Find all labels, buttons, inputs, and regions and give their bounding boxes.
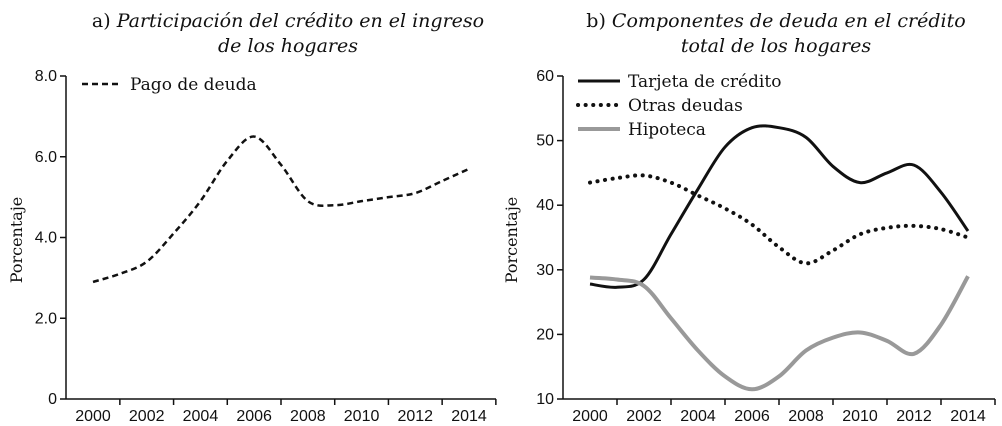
series-line-pago-de-deuda <box>92 135 470 284</box>
panel-a-y-axis-label: Porcentaje <box>7 197 26 284</box>
panel-b-y-ticks: 10 20 30 40 50 60 <box>536 68 563 408</box>
panel-a-y-tick-label: 8.0 <box>35 68 57 85</box>
series-line-otras-deudas <box>588 173 970 266</box>
panel-a-x-tick-label: 2010 <box>344 408 380 425</box>
panel-a-title-line-2: de los hogares <box>218 35 358 57</box>
panel-a-x-tick-label: 2004 <box>183 408 219 425</box>
panel-b: b) Componentes de deuda en el crédito to… <box>502 10 996 425</box>
panel-a-x-tick-label: 2002 <box>129 408 165 425</box>
panel-b-title-line-1: b) Componentes de deuda en el crédito <box>586 10 965 32</box>
panel-b-x-tick-label: 2000 <box>572 408 608 425</box>
panel-a-title-line-1: a) Participación del crédito en el ingre… <box>92 10 484 32</box>
panel-b-x-tick-label: 2012 <box>896 408 932 425</box>
legend-label-otras-deudas: Otras deudas <box>628 96 743 116</box>
panel-a-x-tick-label: 2014 <box>451 408 487 425</box>
panel-b-y-tick-label: 10 <box>536 391 554 408</box>
legend-label-pago-de-deuda: Pago de deuda <box>130 75 257 95</box>
panel-b-y-tick-label: 40 <box>536 197 554 214</box>
panel-b-x-tick-label: 2002 <box>626 408 662 425</box>
panel-b-x-ticks: 2000 2002 2004 2006 2008 2010 2012 2014 <box>572 399 996 425</box>
legend-label-hipoteca: Hipoteca <box>628 120 706 140</box>
panel-b-x-tick-label: 2010 <box>842 408 878 425</box>
panel-a-y-tick-label: 2.0 <box>35 310 57 327</box>
panel-b-series <box>588 124 970 392</box>
panel-a-y-ticks: 0 2.0 4.0 6.0 8.0 <box>35 68 66 408</box>
panel-a-legend: Pago de deuda <box>82 75 257 95</box>
panel-a-x-ticks: 2000 2002 2004 2006 2008 2010 2012 2014 <box>75 399 497 425</box>
series-line-hipoteca <box>589 275 970 392</box>
panel-b-y-tick-label: 50 <box>536 133 554 150</box>
panel-a-series <box>92 135 470 284</box>
panel-a-x-tick-label: 2008 <box>290 408 326 425</box>
panel-b-y-tick-label: 60 <box>536 68 554 85</box>
panel-b-y-tick-label: 30 <box>536 262 554 279</box>
panel-b-y-axis-label: Porcentaje <box>502 197 521 284</box>
legend-label-tarjeta-de-credito: Tarjeta de crédito <box>628 72 781 92</box>
panel-b-x-tick-label: 2014 <box>950 408 986 425</box>
panel-a-x-tick-label: 2006 <box>236 408 272 425</box>
series-line-tarjeta-de-credito <box>589 124 970 289</box>
panel-b-title-line-2: total de los hogares <box>681 35 871 57</box>
panel-b-x-tick-label: 2006 <box>734 408 770 425</box>
panel-a-y-tick-label: 4.0 <box>35 230 57 247</box>
panel-a: a) Participación del crédito en el ingre… <box>7 10 497 425</box>
panel-b-x-tick-label: 2004 <box>680 408 716 425</box>
panel-a-x-tick-label: 2012 <box>397 408 433 425</box>
panel-a-y-tick-label: 0 <box>48 391 57 408</box>
panel-b-y-tick-label: 20 <box>536 326 554 343</box>
panel-a-x-tick-label: 2000 <box>75 408 111 425</box>
panel-b-x-tick-label: 2008 <box>788 408 824 425</box>
panel-a-y-tick-label: 6.0 <box>35 149 57 166</box>
panel-b-legend: Tarjeta de crédito Otras deudas Hipoteca <box>576 72 781 140</box>
